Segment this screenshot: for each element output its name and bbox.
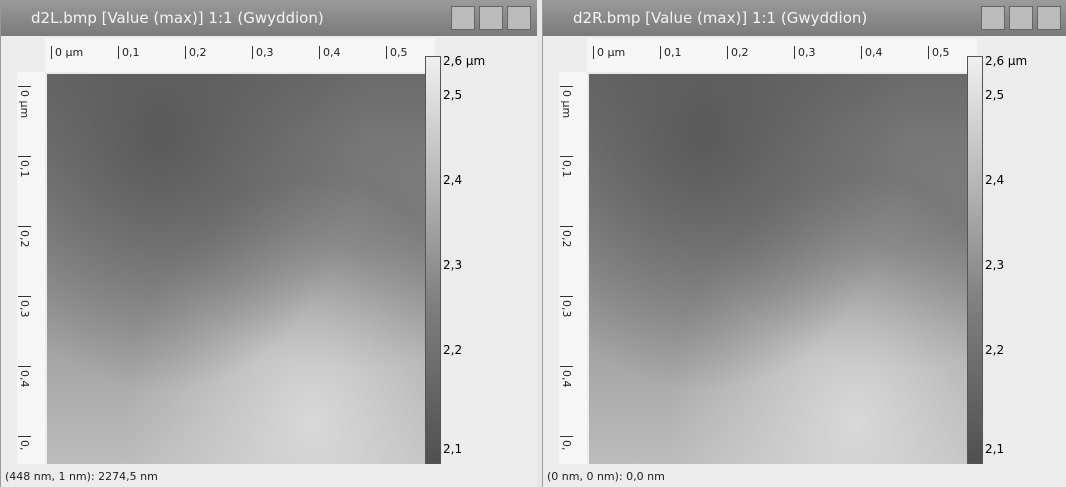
x-ruler-label: 0,2 bbox=[727, 46, 749, 59]
gwyddion-window: d2R.bmp [Value (max)] 1:1 (Gwyddion)0 µm… bbox=[542, 0, 1066, 487]
color-scale-label: 2,4 bbox=[985, 173, 1004, 187]
y-ruler-label: 0,1 bbox=[560, 156, 573, 178]
y-ruler-label: 0,2 bbox=[18, 226, 31, 248]
x-ruler: 0 µm 0,1 0,2 0,3 0,4 0,5 bbox=[45, 38, 435, 72]
color-scale-label: 2,2 bbox=[443, 343, 462, 357]
x-ruler-label: 0,4 bbox=[861, 46, 883, 59]
status-bar: (0 nm, 0 nm): 0,0 nm bbox=[547, 467, 665, 487]
y-ruler-label: 0,1 bbox=[18, 156, 31, 178]
color-scale-label: 2,5 bbox=[443, 88, 462, 102]
x-ruler-label: 0,4 bbox=[319, 46, 341, 59]
x-ruler-label: 0,5 bbox=[928, 46, 950, 59]
x-ruler-label: 0,5 bbox=[386, 46, 408, 59]
x-ruler-label: 0,1 bbox=[660, 46, 682, 59]
y-ruler-label: 0, bbox=[560, 436, 573, 451]
color-scale-label: 2,1 bbox=[443, 442, 462, 456]
y-ruler-label: 0,3 bbox=[18, 296, 31, 318]
color-scale-label: 2,6 µm bbox=[443, 54, 485, 68]
x-ruler-label: 0 µm bbox=[51, 46, 83, 59]
height-map bbox=[589, 74, 969, 464]
color-scale-label: 2,3 bbox=[985, 258, 1004, 272]
x-ruler-label: 0,1 bbox=[118, 46, 140, 59]
x-ruler-label: 0,3 bbox=[252, 46, 274, 59]
maximize-button[interactable] bbox=[1009, 6, 1033, 30]
color-scale-bar bbox=[967, 56, 983, 464]
color-scale-label: 2,5 bbox=[985, 88, 1004, 102]
x-ruler-label: 0 µm bbox=[593, 46, 625, 59]
maximize-button[interactable] bbox=[479, 6, 503, 30]
y-ruler-label: 0,2 bbox=[560, 226, 573, 248]
status-bar: (448 nm, 1 nm): 2274,5 nm bbox=[5, 467, 158, 487]
height-map bbox=[47, 74, 427, 464]
close-button[interactable] bbox=[1037, 6, 1061, 30]
screen: d2L.bmp [Value (max)] 1:1 (Gwyddion)0 µm… bbox=[0, 0, 1066, 487]
color-scale-bar bbox=[425, 56, 441, 464]
y-ruler-label: 0,4 bbox=[18, 366, 31, 388]
close-button[interactable] bbox=[507, 6, 531, 30]
x-ruler-label: 0,3 bbox=[794, 46, 816, 59]
y-ruler: 0 µm 0,1 0,2 0,3 0,4 0, bbox=[17, 72, 45, 464]
gwyddion-window: d2L.bmp [Value (max)] 1:1 (Gwyddion)0 µm… bbox=[0, 0, 537, 487]
y-ruler-label: 0 µm bbox=[18, 86, 31, 118]
x-ruler-label: 0,2 bbox=[185, 46, 207, 59]
color-scale-label: 2,6 µm bbox=[985, 54, 1027, 68]
y-ruler-label: 0,3 bbox=[560, 296, 573, 318]
x-ruler: 0 µm 0,1 0,2 0,3 0,4 0,5 bbox=[587, 38, 977, 72]
y-ruler-label: 0,4 bbox=[560, 366, 573, 388]
color-scale-label: 2,1 bbox=[985, 442, 1004, 456]
y-ruler: 0 µm 0,1 0,2 0,3 0,4 0, bbox=[559, 72, 587, 464]
minimize-button[interactable] bbox=[451, 6, 475, 30]
color-scale-label: 2,4 bbox=[443, 173, 462, 187]
y-ruler-label: 0, bbox=[18, 436, 31, 451]
minimize-button[interactable] bbox=[981, 6, 1005, 30]
y-ruler-label: 0 µm bbox=[560, 86, 573, 118]
color-scale-label: 2,3 bbox=[443, 258, 462, 272]
color-scale-label: 2,2 bbox=[985, 343, 1004, 357]
